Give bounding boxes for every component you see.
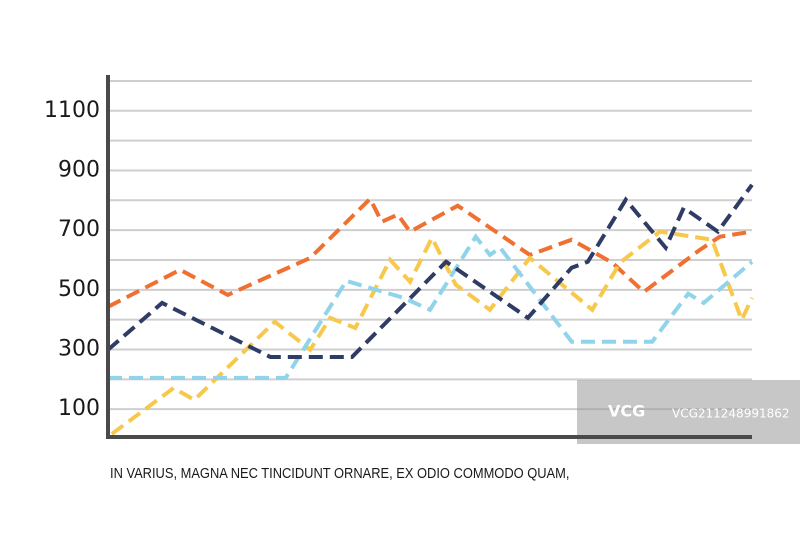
watermark-box [577,380,800,444]
y-tick-label: 900 [58,157,100,182]
watermark: VCG VCG211248991862 [577,380,800,444]
y-tick-label: 100 [58,396,100,421]
caption: IN VARIUS, MAGNA NEC TINCIDUNT ORNARE, E… [110,464,569,481]
data-line [108,233,754,380]
y-tick-label: 300 [58,336,100,361]
y-tick-label: 700 [58,217,100,242]
watermark-id: VCG211248991862 [672,407,790,421]
watermark-logo: VCG [608,402,645,421]
y-tick-label: 500 [58,277,100,302]
data-line [106,183,754,359]
data-line [110,229,754,436]
y-tick-label: 1100 [44,98,100,123]
data-line [107,195,753,309]
